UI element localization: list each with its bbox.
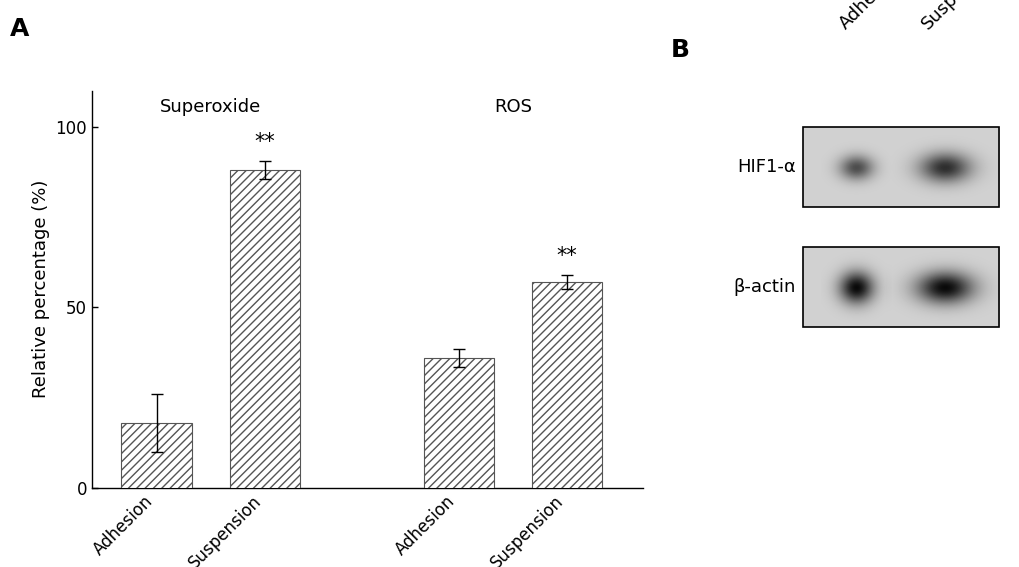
Text: HIF1-α: HIF1-α bbox=[736, 158, 795, 176]
Text: **: ** bbox=[556, 246, 577, 266]
Text: Suspension: Suspension bbox=[918, 0, 1003, 33]
Text: **: ** bbox=[254, 132, 275, 152]
Y-axis label: Relative percentage (%): Relative percentage (%) bbox=[32, 180, 50, 399]
Text: A: A bbox=[10, 17, 30, 41]
Text: β-actin: β-actin bbox=[733, 278, 795, 296]
Text: ROS: ROS bbox=[493, 98, 532, 116]
Text: Adhesion: Adhesion bbox=[836, 0, 907, 33]
Text: B: B bbox=[671, 37, 689, 62]
Text: Superoxide: Superoxide bbox=[160, 98, 261, 116]
Bar bbox=[424, 358, 493, 488]
Bar bbox=[229, 170, 300, 488]
Bar bbox=[121, 422, 192, 488]
Bar bbox=[531, 282, 601, 488]
